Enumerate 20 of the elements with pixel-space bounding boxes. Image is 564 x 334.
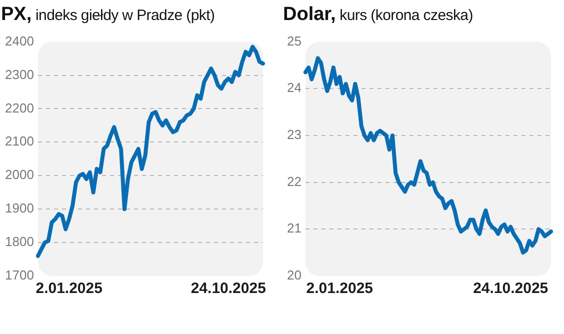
y-tick-label: 1700 [5,268,34,283]
x-tick-label: 2.01.2025 [306,280,374,298]
y-tick-label: 24 [286,80,302,96]
y-tick-label: 23 [286,127,302,142]
x-tick-label: 24.10.2025 [190,280,266,298]
y-tick-label: 2000 [5,167,34,182]
chart-title: PX, indeks giełdy w Pradze (pkt) [1,4,215,25]
chart-title: Dolar, kurs (korona czeska) [283,4,473,25]
x-tick-label: 24.10.2025 [473,280,548,298]
y-tick-label: 21 [286,220,302,236]
y-tick-label: 20 [286,268,302,283]
y-tick-label: 22 [286,174,302,189]
y-tick-label: 2400 [5,33,34,48]
y-tick-label: 2200 [5,100,34,116]
y-tick-label: 1900 [5,200,34,216]
x-tick-label: 2.01.2025 [36,280,102,298]
y-tick-label: 2300 [5,66,34,82]
y-tick-label: 25 [286,33,302,48]
y-tick-label: 1800 [5,234,34,250]
y-tick-label: 2100 [5,134,34,149]
